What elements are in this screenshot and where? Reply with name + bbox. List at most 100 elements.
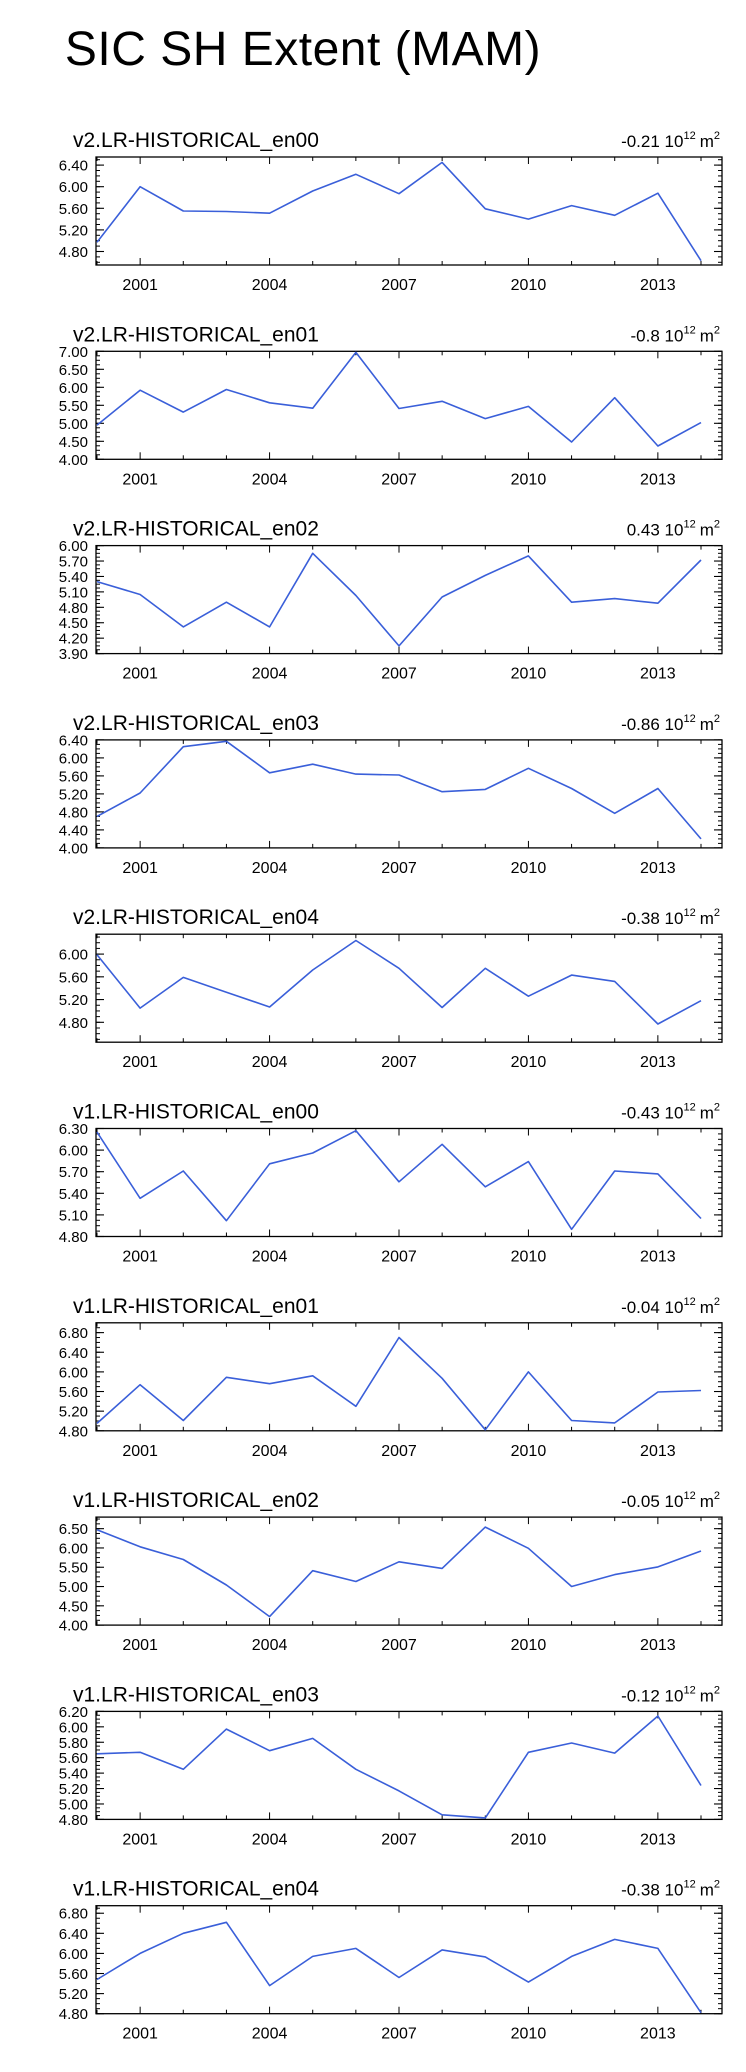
y-tick-label: 6.00 — [59, 380, 88, 397]
y-tick-label: 6.20 — [59, 1704, 88, 1721]
trend-exponent: 12 — [683, 713, 695, 725]
y-tick-label: 5.60 — [59, 1384, 88, 1401]
y-tick-label: 6.80 — [59, 1906, 88, 1923]
y-tick-label: 6.00 — [59, 538, 88, 555]
panel-title: v2.LR-HISTORICAL_en03 — [73, 712, 319, 735]
trend-exponent: 12 — [683, 1684, 695, 1696]
y-tick-label: 4.00 — [59, 1618, 88, 1635]
series-line — [96, 1526, 702, 1618]
x-tick-label: 2010 — [511, 1054, 547, 1071]
chart-panel-9: v1.LR-HISTORICAL_en04 -0.38 1012 m2 2001 200… — [59, 1878, 723, 2043]
y-tick-label: 4.00 — [59, 840, 88, 857]
plot-frame — [95, 933, 723, 1043]
x-tick-label: 2010 — [511, 666, 547, 683]
y-tick-label: 6.00 — [59, 947, 88, 964]
x-tick-label: 2007 — [381, 2026, 417, 2043]
x-tick-label: 2007 — [381, 666, 417, 683]
x-tick-label: 2001 — [122, 1054, 158, 1071]
trend-unit-exponent: 2 — [714, 130, 720, 142]
trend-unit: m — [700, 1104, 714, 1123]
y-tick-label: 4.50 — [59, 615, 88, 632]
chart-panel-2: v2.LR-HISTORICAL_en02 0.43 1012 m2 2001 2004… — [59, 518, 723, 683]
chart-panel-6: v1.LR-HISTORICAL_en01 -0.04 1012 m2 2001 200… — [59, 1295, 723, 1460]
y-tick-label: 5.20 — [59, 1781, 88, 1798]
trend-unit-exponent: 2 — [714, 1879, 720, 1891]
y-tick-label: 3.90 — [59, 646, 88, 663]
y-tick-label: 4.80 — [59, 1423, 88, 1440]
x-tick-label: 2007 — [381, 860, 417, 877]
trend-exponent: 12 — [683, 519, 695, 531]
x-tick-label: 2001 — [122, 860, 158, 877]
x-tick-label: 2007 — [381, 471, 417, 488]
x-tick-label: 2001 — [122, 1831, 158, 1848]
plot-frame — [95, 156, 723, 266]
x-tick-label: 2001 — [122, 2026, 158, 2043]
trend-unit-exponent: 2 — [714, 1296, 720, 1308]
y-tick-label: 5.20 — [59, 222, 88, 239]
trend-unit: m — [700, 909, 714, 928]
x-tick-label: 2004 — [252, 1054, 288, 1071]
x-tick-label: 2004 — [252, 1637, 288, 1654]
x-tick-label: 2004 — [252, 860, 288, 877]
trend-label: -0.05 1012 m2 — [621, 1490, 720, 1511]
trend-unit-exponent: 2 — [714, 713, 720, 725]
trend-unit: m — [700, 1881, 714, 1900]
y-tick-label: 6.30 — [59, 1121, 88, 1138]
y-tick-label: 6.00 — [59, 1540, 88, 1557]
x-tick-label: 2001 — [122, 471, 158, 488]
x-tick-label: 2010 — [511, 2026, 547, 2043]
trend-unit-exponent: 2 — [714, 324, 720, 336]
y-tick-label: 7.00 — [59, 344, 88, 361]
chart-panel-8: v1.LR-HISTORICAL_en03 -0.12 1012 m2 2001 200… — [59, 1683, 723, 1848]
x-tick-label: 2001 — [122, 666, 158, 683]
trend-value: -0.38 10 — [621, 909, 683, 928]
y-tick-label: 4.50 — [59, 1598, 88, 1615]
y-tick-label: 5.40 — [59, 569, 88, 586]
y-tick-label: 5.10 — [59, 584, 88, 601]
x-tick-label: 2013 — [640, 1443, 676, 1460]
y-tick-label: 5.60 — [59, 969, 88, 986]
y-tick-label: 4.80 — [59, 1229, 88, 1246]
y-tick-label: 5.60 — [59, 1750, 88, 1767]
chart-panel-7: v1.LR-HISTORICAL_en02 -0.05 1012 m2 2001 200… — [59, 1489, 723, 1654]
trend-label: -0.43 1012 m2 — [621, 1102, 720, 1123]
y-tick-label: 4.80 — [59, 1812, 88, 1829]
plot-frame — [95, 1516, 723, 1626]
x-tick-label: 2007 — [381, 277, 417, 294]
trend-value: 0.43 10 — [627, 521, 684, 540]
y-tick-label: 4.80 — [59, 244, 88, 261]
trend-unit-exponent: 2 — [714, 907, 720, 919]
page-title: SIC SH Extent (MAM) — [64, 23, 542, 76]
x-tick-label: 2013 — [640, 666, 676, 683]
x-tick-label: 2001 — [122, 1637, 158, 1654]
x-tick-label: 2001 — [122, 1443, 158, 1460]
series-line — [96, 351, 702, 447]
y-tick-label: 5.60 — [59, 1966, 88, 1983]
panel-title: v1.LR-HISTORICAL_en04 — [73, 1878, 319, 1901]
x-tick-label: 2010 — [511, 277, 547, 294]
series-line — [96, 552, 702, 647]
trend-exponent: 12 — [683, 1879, 695, 1891]
plot-frame — [95, 1710, 723, 1821]
x-tick-label: 2001 — [122, 277, 158, 294]
y-tick-label: 5.50 — [59, 398, 88, 415]
y-tick-label: 5.70 — [59, 1164, 88, 1181]
y-tick-label: 5.80 — [59, 1735, 88, 1752]
panel-title: v1.LR-HISTORICAL_en01 — [73, 1295, 319, 1318]
y-tick-label: 5.20 — [59, 1404, 88, 1421]
x-tick-label: 2007 — [381, 1831, 417, 1848]
x-tick-label: 2013 — [640, 1637, 676, 1654]
x-tick-label: 2013 — [640, 471, 676, 488]
x-tick-label: 2013 — [640, 1831, 676, 1848]
x-tick-label: 2010 — [511, 1637, 547, 1654]
x-tick-label: 2007 — [381, 1637, 417, 1654]
x-tick-label: 2013 — [640, 277, 676, 294]
y-tick-label: 6.50 — [59, 1521, 88, 1538]
trend-unit-exponent: 2 — [714, 1490, 720, 1502]
trend-label: -0.86 1012 m2 — [621, 713, 720, 734]
trend-label: -0.8 1012 m2 — [631, 324, 720, 345]
y-tick-label: 6.00 — [59, 179, 88, 196]
y-tick-label: 5.70 — [59, 554, 88, 571]
trend-unit: m — [700, 715, 714, 734]
y-tick-label: 6.40 — [59, 158, 88, 175]
